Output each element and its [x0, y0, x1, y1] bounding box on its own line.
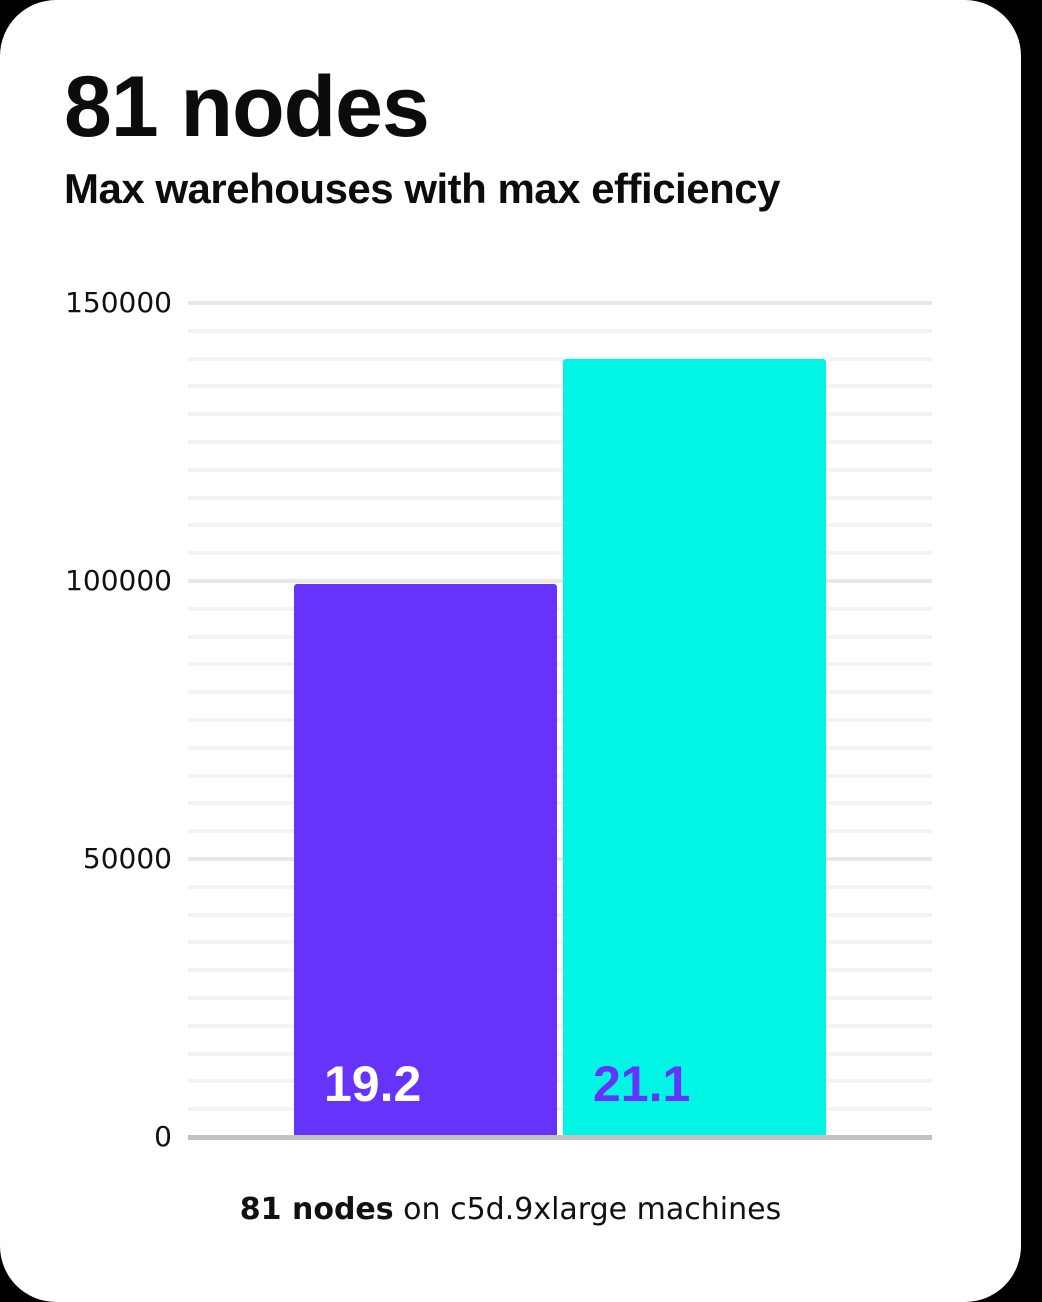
gridline: [188, 829, 932, 834]
page-title: 81 nodes: [64, 59, 430, 155]
x-axis-baseline: [188, 1135, 932, 1140]
y-axis-tick-label: 50000: [82, 842, 172, 875]
bar-chart: 0 50000 100000 150000 19.2 21.1: [0, 286, 932, 1153]
gridline: [188, 467, 932, 472]
gridline: [188, 884, 932, 889]
page-subtitle: Max warehouses with max efficiency: [64, 165, 780, 212]
gridline: [188, 1051, 932, 1056]
caption-regular-text: on c5d.9xlarge machines: [393, 1192, 782, 1227]
gridline: [188, 1079, 932, 1084]
chart-caption: 81 nodes on c5d.9xlarge machines: [0, 1192, 1021, 1227]
y-axis-tick-label: 0: [154, 1120, 172, 1153]
y-axis-tick-label: 100000: [65, 564, 172, 597]
gridline: [188, 801, 932, 806]
plot-area: 19.2 21.1: [188, 301, 932, 1140]
gridline: [188, 690, 932, 695]
gridline: [188, 356, 932, 361]
gridline: [188, 857, 932, 861]
chart-card: 81 nodes Max warehouses with max efficie…: [0, 0, 1021, 1302]
gridline: [188, 384, 932, 389]
gridline: [188, 551, 932, 556]
gridline: [188, 328, 932, 333]
gridline: [188, 606, 932, 611]
gridline: [188, 940, 932, 945]
bar-value-label: 21.1: [593, 1056, 691, 1112]
bar-value-label: 19.2: [324, 1056, 422, 1112]
gridline: [188, 634, 932, 639]
bar-21.1: 21.1: [563, 358, 826, 1137]
gridline: [188, 662, 932, 667]
gridline: [188, 495, 932, 500]
gridline: [188, 579, 932, 583]
gridline: [188, 745, 932, 750]
gridline: [188, 523, 932, 528]
gridline: [188, 968, 932, 973]
y-axis: 0 50000 100000 150000: [0, 286, 172, 1153]
gridline: [188, 718, 932, 722]
gridline: [188, 1023, 932, 1028]
gridline: [188, 412, 932, 417]
y-axis-tick-label: 150000: [65, 286, 172, 319]
gridline: [188, 912, 932, 917]
gridline: [188, 996, 932, 1000]
gridline: [188, 440, 932, 444]
caption-bold-text: 81 nodes: [239, 1192, 394, 1227]
bar-19.2: 19.2: [294, 583, 557, 1137]
gridline: [188, 301, 932, 305]
gridline: [188, 773, 932, 778]
gridline: [188, 1107, 932, 1112]
